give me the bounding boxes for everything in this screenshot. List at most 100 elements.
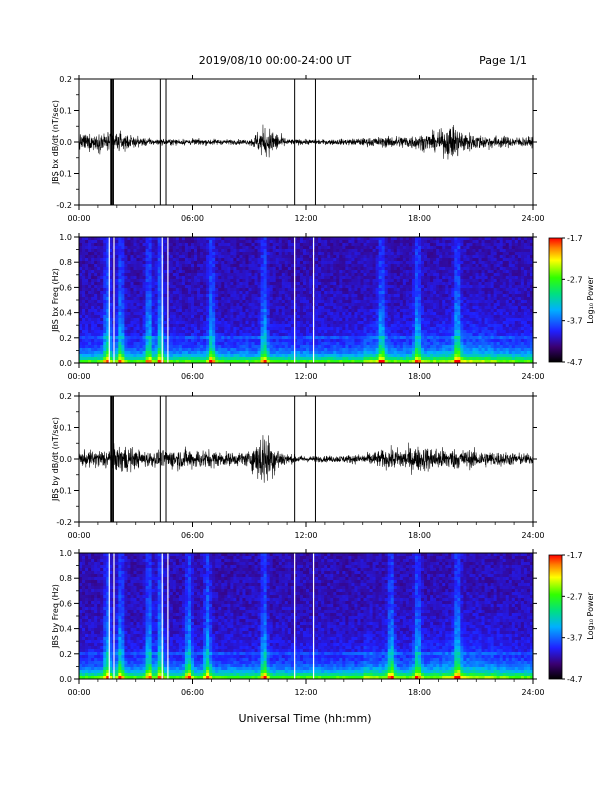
spectrogram-cell bbox=[94, 288, 98, 292]
spectrogram-cell bbox=[251, 249, 255, 253]
spectrogram-cell bbox=[118, 336, 122, 340]
x-tick-label: 18:00 bbox=[408, 214, 431, 223]
spectrogram-cell bbox=[360, 354, 364, 358]
spectrogram-cell bbox=[181, 327, 186, 331]
spectrogram-cell bbox=[336, 339, 340, 343]
spectrogram-cell bbox=[421, 303, 425, 307]
spectrogram-cell bbox=[339, 360, 343, 364]
spectrogram-cell bbox=[239, 273, 243, 277]
spectrogram-cell bbox=[263, 342, 268, 346]
spectrogram-cell bbox=[121, 243, 125, 247]
spectrogram-cell bbox=[345, 240, 349, 244]
spectrogram-cell bbox=[97, 255, 101, 259]
spectrogram-cell bbox=[263, 237, 268, 241]
spectrogram-cell bbox=[299, 315, 304, 319]
spectrogram-cell bbox=[94, 318, 98, 322]
spectrogram-cell bbox=[309, 261, 313, 265]
spectrogram-cell bbox=[236, 273, 240, 277]
spectrogram-cell bbox=[272, 273, 277, 277]
spectrogram-cell bbox=[109, 339, 113, 343]
spectrogram-cell bbox=[190, 306, 195, 310]
spectrogram-cell bbox=[124, 255, 128, 259]
spectrogram-cell bbox=[290, 348, 295, 352]
spectrogram-cell bbox=[230, 339, 234, 343]
spectrogram-cell bbox=[230, 252, 234, 256]
spectrogram-cell bbox=[133, 255, 137, 259]
spectrogram-cell bbox=[372, 258, 377, 262]
spectrogram-cell bbox=[384, 351, 389, 355]
spectrogram-cell bbox=[390, 288, 395, 292]
spectrogram-cell bbox=[396, 261, 401, 265]
spectrogram-cell bbox=[206, 297, 210, 301]
spectrogram-cell bbox=[97, 303, 101, 307]
spectrogram-cell bbox=[145, 309, 150, 313]
spectrogram-cell bbox=[127, 342, 131, 346]
spectrogram-cell bbox=[190, 324, 195, 328]
spectrogram-cell bbox=[136, 309, 140, 313]
spectrogram-cell bbox=[200, 273, 204, 277]
spectrogram-cell bbox=[130, 339, 134, 343]
spectrogram-cell bbox=[82, 282, 86, 286]
spectrogram-cell bbox=[399, 321, 404, 325]
spectrogram-cell bbox=[245, 237, 249, 241]
spectrogram-cell bbox=[333, 249, 337, 253]
spectrogram-cell bbox=[306, 330, 310, 334]
spectrogram-cell bbox=[269, 351, 274, 355]
spectrogram-cell bbox=[366, 348, 370, 352]
spectrogram-cell bbox=[227, 294, 231, 298]
spectrogram-cell bbox=[421, 276, 425, 280]
spectrogram-cell bbox=[151, 339, 156, 343]
spectrogram-cell bbox=[421, 348, 425, 352]
spectrogram-cell bbox=[378, 324, 383, 328]
spectrogram-cell bbox=[424, 321, 428, 325]
spectrogram-cell bbox=[130, 237, 134, 241]
spectrogram-cell bbox=[136, 252, 140, 256]
spectrogram-cell bbox=[133, 297, 137, 301]
spectrogram-cell bbox=[148, 285, 153, 289]
spectrogram-cell bbox=[430, 294, 434, 298]
spectrogram-cell bbox=[345, 360, 349, 364]
spectrogram-cell bbox=[236, 288, 240, 292]
spectrogram-cell bbox=[360, 285, 364, 289]
spectrogram-cell bbox=[224, 339, 228, 343]
spectrogram-cell bbox=[136, 351, 140, 355]
spectrogram-cell bbox=[248, 333, 252, 337]
spectrogram-cell bbox=[302, 306, 307, 310]
spectrogram-cell bbox=[306, 237, 310, 241]
spectrogram-cell bbox=[245, 324, 249, 328]
spectrogram-cell bbox=[302, 327, 307, 331]
spectrogram-cell bbox=[405, 300, 410, 304]
spectrogram-cell bbox=[405, 312, 410, 316]
spectrogram-cell bbox=[187, 246, 192, 250]
spectrogram-cell bbox=[433, 267, 437, 271]
spectrogram-cell bbox=[206, 360, 210, 364]
spectrogram-cell bbox=[172, 237, 177, 241]
spectrogram-cell bbox=[414, 321, 419, 325]
spectrogram-cell bbox=[124, 303, 128, 307]
spectrogram-cell bbox=[330, 243, 334, 247]
spectrogram-cell bbox=[239, 312, 243, 316]
spectrogram-cell bbox=[272, 249, 277, 253]
spectrogram-cell bbox=[269, 324, 274, 328]
spectrogram-cell bbox=[187, 255, 192, 259]
spectrogram-cell bbox=[260, 360, 265, 364]
spectrogram-cell bbox=[427, 339, 431, 343]
spectrogram-cell bbox=[299, 279, 304, 283]
spectrogram-cell bbox=[85, 333, 89, 337]
spectrogram-cell bbox=[251, 261, 255, 265]
spectrogram-cell bbox=[387, 240, 392, 244]
spectrogram-cell bbox=[360, 333, 364, 337]
spectrogram-cell bbox=[248, 279, 252, 283]
spectrogram-cell bbox=[315, 330, 319, 334]
spectrogram-cell bbox=[396, 255, 401, 259]
spectrogram-cell bbox=[306, 297, 310, 301]
spectrogram-cell bbox=[318, 342, 322, 346]
spectrogram-cell bbox=[103, 252, 107, 256]
spectrogram-cell bbox=[339, 300, 343, 304]
spectrogram-cell bbox=[85, 306, 89, 310]
spectrogram-cell bbox=[402, 360, 407, 364]
spectrogram-cell bbox=[236, 264, 240, 268]
spectrogram-cell bbox=[178, 351, 183, 355]
spectrogram-cell bbox=[184, 333, 189, 337]
spectrogram-cell bbox=[221, 348, 225, 352]
